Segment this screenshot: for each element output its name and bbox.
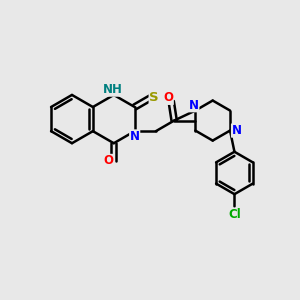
Text: Cl: Cl <box>229 208 242 221</box>
Text: S: S <box>149 92 159 104</box>
Text: NH: NH <box>102 83 122 96</box>
Text: O: O <box>163 92 173 104</box>
Text: N: N <box>189 99 199 112</box>
Text: N: N <box>232 124 242 137</box>
Text: N: N <box>130 130 140 143</box>
Text: O: O <box>103 154 113 167</box>
